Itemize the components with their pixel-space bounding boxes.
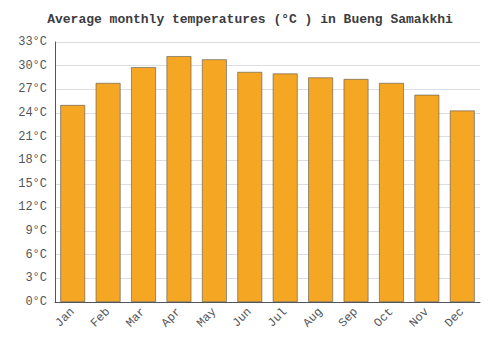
svg-text:0°C: 0°C — [25, 295, 47, 309]
svg-text:33°C: 33°C — [18, 35, 47, 49]
svg-text:Nov: Nov — [407, 305, 432, 330]
svg-text:Apr: Apr — [159, 305, 184, 330]
svg-text:21°C: 21°C — [18, 130, 47, 144]
svg-text:18°C: 18°C — [18, 153, 47, 167]
svg-text:Feb: Feb — [88, 305, 113, 330]
svg-text:27°C: 27°C — [18, 82, 47, 96]
svg-text:Jan: Jan — [53, 305, 78, 330]
svg-text:Dec: Dec — [442, 305, 467, 330]
svg-text:Oct: Oct — [371, 305, 396, 330]
svg-text:15°C: 15°C — [18, 177, 47, 191]
svg-text:Jul: Jul — [265, 305, 290, 330]
svg-text:3°C: 3°C — [25, 271, 47, 285]
svg-text:Aug: Aug — [300, 305, 325, 330]
svg-text:Sep: Sep — [336, 305, 361, 330]
svg-text:30°C: 30°C — [18, 59, 47, 73]
svg-text:May: May — [194, 305, 219, 330]
svg-text:12°C: 12°C — [18, 200, 47, 214]
svg-text:Average monthly temperatures (: Average monthly temperatures (°C ) in Bu… — [47, 12, 453, 27]
svg-text:24°C: 24°C — [18, 106, 47, 120]
svg-text:Mar: Mar — [123, 305, 148, 330]
svg-text:Jun: Jun — [230, 305, 255, 330]
svg-text:9°C: 9°C — [25, 224, 47, 238]
svg-text:6°C: 6°C — [25, 248, 47, 262]
